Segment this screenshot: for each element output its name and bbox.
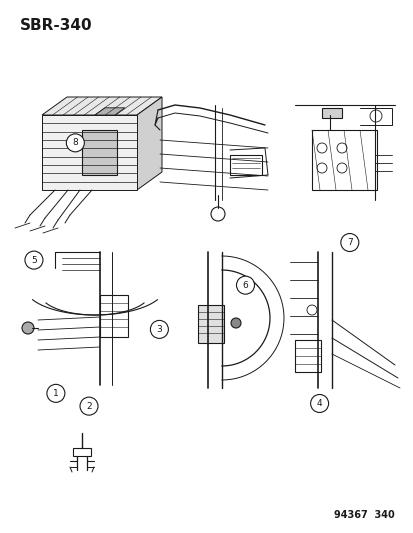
Text: 1: 1	[53, 389, 59, 398]
FancyBboxPatch shape	[73, 448, 91, 456]
Polygon shape	[95, 108, 125, 115]
Text: 2: 2	[86, 402, 92, 410]
Polygon shape	[137, 97, 161, 190]
Polygon shape	[42, 115, 137, 190]
FancyBboxPatch shape	[82, 130, 117, 175]
Circle shape	[80, 397, 98, 415]
FancyBboxPatch shape	[100, 295, 128, 337]
Text: 5: 5	[31, 256, 37, 264]
FancyBboxPatch shape	[321, 108, 341, 118]
FancyBboxPatch shape	[230, 155, 261, 175]
FancyBboxPatch shape	[197, 305, 223, 343]
Circle shape	[66, 134, 84, 152]
Circle shape	[47, 384, 65, 402]
Circle shape	[230, 318, 240, 328]
Circle shape	[340, 233, 358, 252]
Circle shape	[25, 251, 43, 269]
Text: 3: 3	[156, 325, 162, 334]
Text: 7: 7	[346, 238, 352, 247]
Polygon shape	[42, 97, 161, 115]
Circle shape	[236, 276, 254, 294]
Text: 4: 4	[316, 399, 322, 408]
Text: 8: 8	[72, 139, 78, 147]
Text: 6: 6	[242, 281, 248, 289]
FancyBboxPatch shape	[294, 340, 320, 372]
FancyBboxPatch shape	[311, 130, 376, 190]
Circle shape	[150, 320, 168, 338]
Text: 94367  340: 94367 340	[333, 510, 394, 520]
Circle shape	[310, 394, 328, 413]
Circle shape	[22, 322, 34, 334]
Text: SBR-340: SBR-340	[20, 18, 93, 33]
